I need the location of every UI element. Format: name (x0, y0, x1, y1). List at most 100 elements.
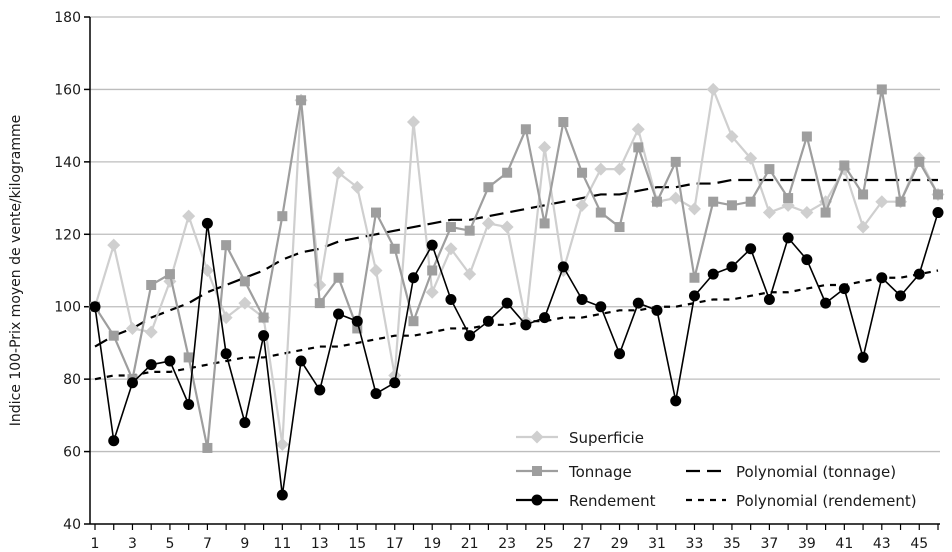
data-point (539, 218, 550, 229)
data-point (481, 216, 495, 230)
data-point (333, 308, 345, 320)
data-point (538, 140, 552, 154)
legend-label: Tonnage (568, 463, 632, 481)
legend-entry: Superficie (516, 429, 644, 447)
data-point (762, 206, 776, 220)
data-point (575, 198, 589, 212)
data-point (239, 276, 250, 287)
data-point (464, 330, 476, 342)
data-point (126, 377, 138, 389)
data-point (351, 315, 363, 327)
x-tick-label: 25 (536, 536, 554, 552)
x-tick-label: 5 (165, 536, 174, 552)
data-point (614, 348, 626, 360)
trendlines (94, 178, 939, 381)
data-point (838, 283, 850, 295)
data-point (557, 261, 569, 273)
data-point (108, 330, 119, 341)
data-point (876, 272, 888, 284)
legend: Superficie Tonnage Rendement Polynomial (to… (516, 429, 917, 510)
y-axis-title: Indice 100-Prix moyen de vente/kilogramm… (8, 115, 24, 426)
data-point (219, 311, 233, 325)
data-point (839, 160, 850, 171)
gridlines (90, 16, 940, 453)
x-tick-label: 45 (910, 536, 928, 552)
y-tick-label: 80 (63, 372, 81, 388)
data-point (613, 162, 627, 176)
data-point (369, 264, 383, 277)
data-point (801, 131, 812, 142)
data-point (689, 272, 700, 283)
data-point (520, 124, 531, 135)
data-point (408, 316, 419, 327)
y-tick-label: 160 (54, 82, 81, 98)
x-tick-label: 31 (648, 536, 666, 552)
x-tick-label: 23 (498, 536, 516, 552)
data-point (895, 196, 906, 207)
data-point (482, 315, 494, 327)
data-point (200, 264, 214, 277)
data-point (258, 312, 269, 323)
data-point (201, 217, 213, 229)
data-point (670, 156, 681, 167)
data-point (332, 166, 346, 180)
data-point (463, 267, 477, 281)
data-point (688, 290, 700, 302)
data-point (614, 222, 625, 233)
data-point (445, 222, 456, 233)
trendline (94, 269, 939, 381)
x-tick-label: 19 (423, 536, 441, 552)
data-point (275, 437, 289, 451)
data-point (895, 290, 907, 302)
data-point (500, 220, 514, 234)
data-point (350, 180, 364, 194)
data-point (932, 207, 944, 219)
data-point (464, 225, 475, 236)
data-point (483, 182, 494, 193)
data-point (669, 191, 683, 205)
data-point (295, 355, 307, 367)
x-tick-label: 17 (386, 536, 404, 552)
data-series (88, 82, 945, 501)
data-point (783, 193, 794, 204)
data-point (314, 384, 326, 396)
data-point (183, 352, 194, 363)
data-point (651, 304, 663, 316)
data-point (426, 239, 438, 251)
data-point (595, 301, 607, 313)
legend-entry: Polynomial (rendement) (686, 492, 917, 510)
data-point (164, 269, 175, 280)
data-point (183, 398, 195, 410)
data-point (913, 268, 925, 280)
data-point (107, 238, 121, 252)
data-point (745, 243, 757, 255)
legend-label: Rendement (569, 492, 656, 510)
data-point (820, 297, 832, 309)
y-tick-label: 180 (54, 10, 81, 26)
series-line (93, 85, 939, 445)
legend-label: Superficie (569, 429, 644, 447)
data-point (314, 298, 325, 309)
data-point (445, 293, 457, 305)
data-point (238, 296, 252, 310)
x-tick-label: 43 (873, 536, 891, 552)
data-point (856, 220, 870, 234)
data-point (530, 430, 544, 444)
data-point (708, 196, 719, 207)
data-point (725, 130, 739, 144)
data-point (857, 351, 869, 363)
y-tick-labels: 40 60 80 100 120 140 160 180 (54, 10, 90, 533)
data-point (707, 268, 719, 280)
data-point (633, 142, 644, 153)
data-point (914, 156, 925, 167)
data-point (670, 395, 682, 407)
x-tick-label: 3 (128, 536, 137, 552)
x-tick-label: 11 (273, 536, 291, 552)
data-point (502, 167, 513, 178)
data-point (687, 202, 701, 216)
data-point (258, 330, 270, 342)
data-point (875, 195, 889, 209)
axes (89, 17, 940, 525)
data-point (558, 117, 569, 128)
data-point (182, 209, 196, 223)
